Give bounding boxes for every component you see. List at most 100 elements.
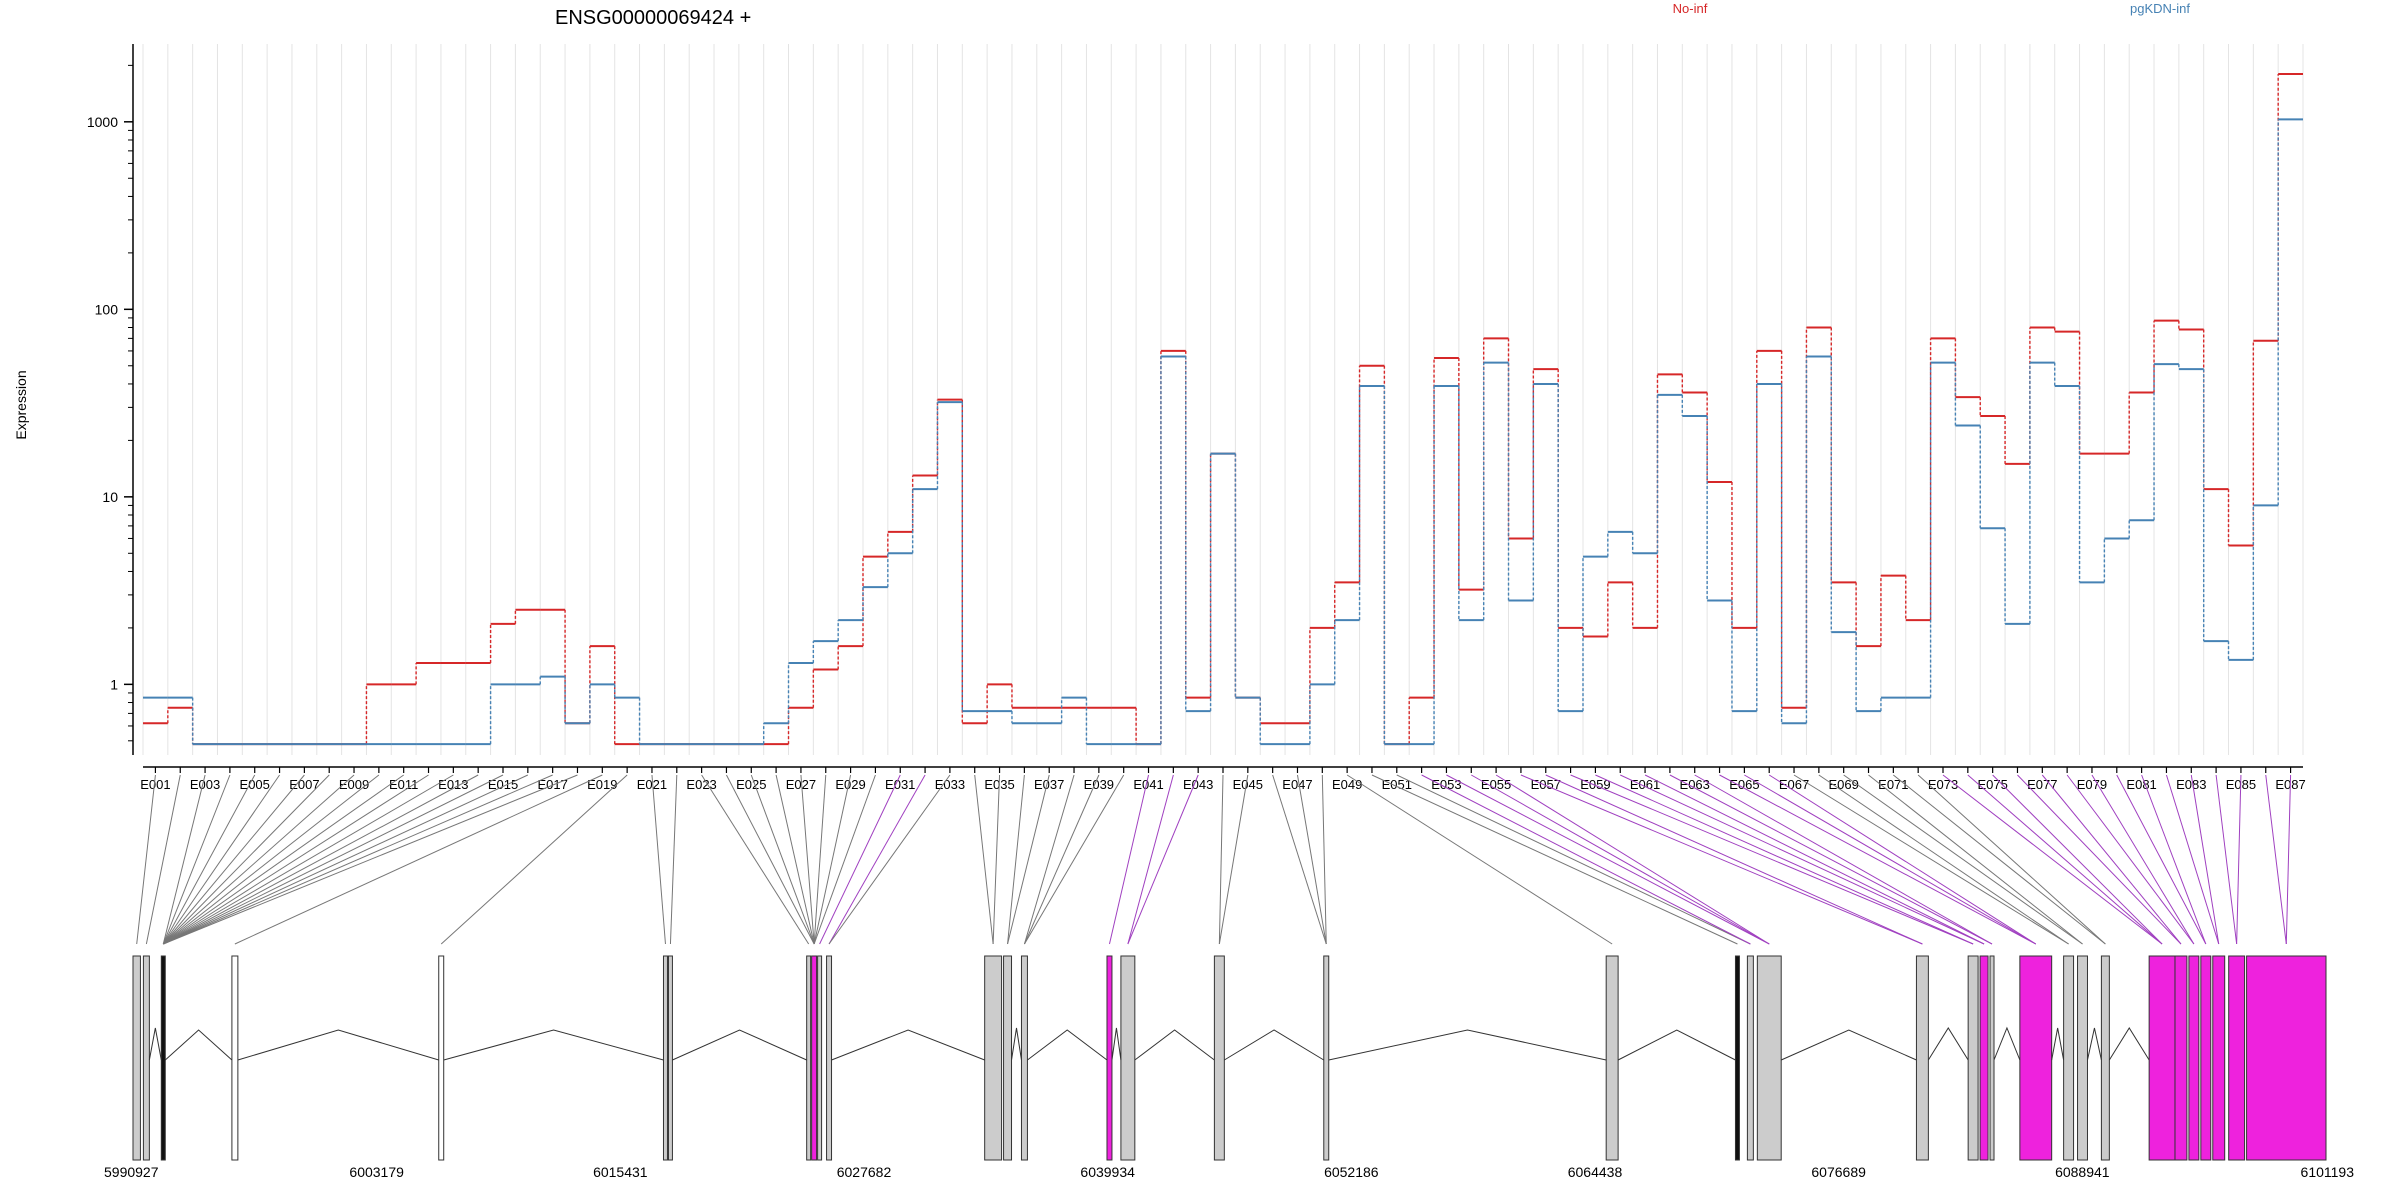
y-tick-label: 100 bbox=[95, 301, 119, 317]
exon-connector bbox=[775, 774, 815, 945]
exon-connector bbox=[1694, 774, 1993, 945]
exon-block bbox=[2228, 955, 2246, 1161]
series-lines bbox=[143, 72, 2303, 746]
exon-connector bbox=[669, 774, 678, 945]
exon-connector bbox=[145, 774, 181, 945]
exon-connector bbox=[1446, 774, 1770, 945]
x-tick-label: E073 bbox=[1928, 777, 1958, 792]
x-tick-label: E039 bbox=[1084, 777, 1114, 792]
exon-connector bbox=[162, 774, 380, 945]
exon-connector bbox=[828, 774, 926, 945]
exon-connector bbox=[1818, 774, 2069, 945]
exon-block bbox=[132, 955, 141, 1161]
x-tick-label: E043 bbox=[1183, 777, 1213, 792]
exon-connector bbox=[163, 774, 479, 945]
exon-connector bbox=[1520, 774, 1923, 945]
genomic-coordinate-label: 6076689 bbox=[1811, 1164, 1866, 1180]
y-tick-label: 1000 bbox=[87, 114, 118, 130]
gene-model bbox=[132, 955, 2327, 1161]
intron-line bbox=[1111, 1027, 1122, 1061]
intron-line bbox=[1027, 1029, 1108, 1061]
exon-connector bbox=[1218, 774, 1224, 945]
x-tick-label: E027 bbox=[786, 777, 816, 792]
exon-connector bbox=[974, 774, 994, 945]
exon-connector bbox=[1321, 774, 1327, 945]
genomic-coordinate-label: 6039934 bbox=[1080, 1164, 1135, 1180]
x-tick-label: E023 bbox=[686, 777, 716, 792]
exon-block bbox=[2188, 955, 2200, 1161]
exon-block bbox=[2077, 955, 2088, 1161]
y-axis: 1 10 100 1000 bbox=[87, 44, 134, 755]
intron-line bbox=[2086, 1027, 2102, 1061]
intron-line bbox=[1134, 1029, 1215, 1061]
intron-line bbox=[1328, 1029, 1607, 1061]
exon-connector bbox=[162, 774, 256, 945]
x-tick-label: E083 bbox=[2176, 777, 2206, 792]
exon-connector bbox=[136, 774, 156, 945]
exon-connector bbox=[2265, 774, 2287, 945]
x-tick-label: E029 bbox=[835, 777, 865, 792]
exon-block bbox=[811, 955, 818, 1161]
intron-line bbox=[1780, 1029, 1917, 1061]
exon-connector bbox=[813, 774, 876, 945]
exon-block bbox=[1989, 955, 1995, 1161]
exon-connector bbox=[1007, 774, 1050, 945]
x-tick-label: E063 bbox=[1680, 777, 1710, 792]
x-tick-label: E031 bbox=[885, 777, 915, 792]
x-tick-label: E055 bbox=[1481, 777, 1511, 792]
exon-connector bbox=[234, 774, 603, 945]
x-tick-label: E021 bbox=[637, 777, 667, 792]
exon-connector bbox=[800, 774, 815, 945]
exon-connector bbox=[2236, 774, 2242, 945]
exon-connector bbox=[2141, 774, 2207, 945]
exon-connector bbox=[813, 774, 827, 945]
exon-block bbox=[2200, 955, 2212, 1161]
x-tick-label: E071 bbox=[1878, 777, 1908, 792]
exon-block bbox=[1213, 955, 1225, 1161]
exon-connector bbox=[1595, 774, 1974, 945]
exon-connector bbox=[819, 774, 901, 945]
intron-line bbox=[164, 1029, 233, 1061]
intron-line bbox=[1927, 1027, 1969, 1061]
exon-connector bbox=[162, 774, 355, 945]
exon-connector bbox=[162, 774, 206, 945]
exon-connector bbox=[1942, 774, 2163, 945]
exon-connector bbox=[2285, 774, 2292, 945]
exon-block bbox=[984, 955, 1003, 1161]
exon-block bbox=[817, 955, 823, 1161]
x-tick-label: E049 bbox=[1332, 777, 1362, 792]
x-tick-label: E081 bbox=[2126, 777, 2156, 792]
x-axis: E001 E003 E005 E007 E009 E011 E013 E015 E017 E019… bbox=[140, 766, 2306, 792]
exon-block bbox=[1120, 955, 1136, 1161]
exon-connector bbox=[1023, 774, 1075, 945]
x-tick-label: E003 bbox=[190, 777, 220, 792]
exon-block bbox=[1756, 955, 1782, 1161]
exon-connector bbox=[162, 774, 330, 945]
exon-connector bbox=[1669, 774, 1993, 945]
x-tick-label: E053 bbox=[1431, 777, 1461, 792]
exon-block bbox=[1003, 955, 1013, 1161]
exon-connector bbox=[701, 774, 810, 945]
exon-block bbox=[2019, 955, 2053, 1161]
series-no-inf bbox=[143, 72, 2303, 746]
exon-connector bbox=[1868, 774, 2083, 945]
x-tick-label: E001 bbox=[140, 777, 170, 792]
exon-connector-lines bbox=[136, 774, 2292, 945]
genomic-coordinate-label: 6064438 bbox=[1568, 1164, 1623, 1180]
exon-connector bbox=[750, 774, 815, 945]
genomic-coordinate-label: 6088941 bbox=[2055, 1164, 2110, 1180]
exon-connector bbox=[162, 774, 231, 945]
x-tick-label: E013 bbox=[438, 777, 468, 792]
chart-title: ENSG00000069424 + bbox=[555, 7, 751, 29]
exon-block bbox=[2212, 955, 2226, 1161]
exon-connector bbox=[2215, 774, 2238, 945]
exon-connector bbox=[1768, 774, 2037, 945]
exon-block bbox=[2100, 955, 2110, 1161]
exon-connector bbox=[1108, 774, 1150, 945]
exon-connector bbox=[1917, 774, 2106, 945]
exon-connector bbox=[1644, 774, 1985, 945]
exon-connector bbox=[1024, 774, 1125, 945]
intron-line bbox=[1224, 1029, 1325, 1061]
exon-block bbox=[1746, 955, 1754, 1161]
exon-block bbox=[231, 955, 239, 1161]
